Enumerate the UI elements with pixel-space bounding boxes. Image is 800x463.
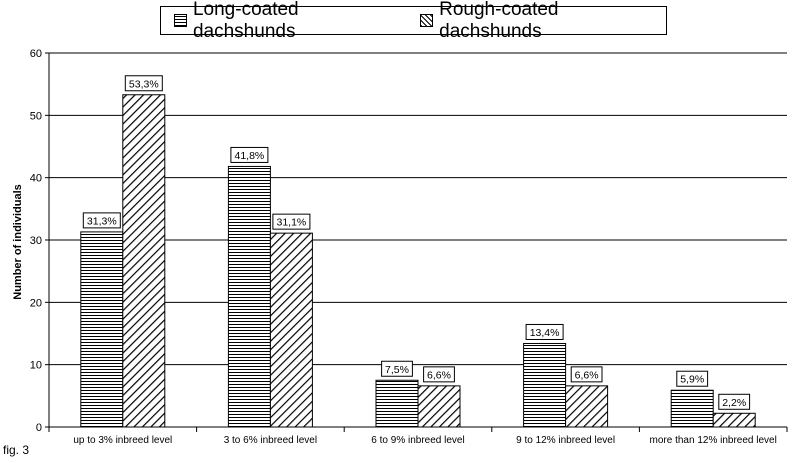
data-label-long: 7,5% [385,364,409,376]
data-label-rough: 31,1% [277,217,307,229]
gridlines [49,52,787,366]
legend-item-long: Long-coated dachshunds [174,0,406,43]
data-label-long: 5,9% [680,374,704,386]
data-label-box [718,393,751,410]
x-tick-label: up to 3% inbreed level [73,435,172,446]
legend-swatch-rough [420,14,434,27]
bar-rough [565,385,609,428]
data-label-box [570,366,603,383]
y-tick-label: 60 [30,48,42,60]
data-label-rough: 53,3% [129,78,159,90]
data-label-box [82,212,121,229]
bar-rough [712,412,756,428]
y-tick-label: 0 [36,422,42,434]
x-tick-label: more than 12% inbreed level [650,435,777,446]
y-tick-label: 40 [30,173,42,185]
x-tick-label: 6 to 9% inbreed level [371,435,464,446]
legend: Long-coated dachshunds Rough-coated dach… [160,0,667,42]
legend-label-rough: Rough-coated dachshunds [439,0,559,42]
legend-swatch-long [174,14,187,27]
bars [80,94,756,428]
data-label-rough: 6,6% [427,369,451,381]
data-label-box [381,360,413,377]
data-label-box [272,213,311,230]
bar-rough [269,232,313,428]
data-label-box [423,366,455,383]
data-label-box [230,146,269,163]
x-tick-label: 9 to 12% inbreed level [516,435,615,446]
legend-label-long: Long-coated dachshunds [192,0,299,42]
figure-label: fig. 3 [3,443,30,457]
y-tick-label: 10 [30,360,42,372]
y-tick-label: 20 [30,297,42,309]
bar-rough [122,94,166,428]
data-label-long: 13,4% [530,327,560,339]
data-label-rough: 6,6% [575,369,599,381]
y-tick-label: 30 [30,235,42,247]
bar-rough [417,385,461,428]
data-label-long: 31,3% [87,215,117,227]
bar-long [375,379,419,428]
bar-long [80,231,124,428]
data-label-box [124,75,163,92]
x-tick-label: 3 to 6% inbreed level [224,435,317,446]
tick-labels: 0 10 20 30 40 50 60 up to 3% inbreed level 3 to … [30,48,777,446]
data-label-box [525,323,564,340]
data-label-long: 41,8% [235,150,265,162]
bar-long [670,389,714,428]
data-label-rough: 2,2% [722,397,746,409]
bar-long [227,165,271,428]
bar-long [523,342,567,428]
data-label-box [676,370,709,387]
y-tick-label: 50 [30,110,42,122]
data-labels: 31,3% 53,3% 41,8% 31,1% 7,5% 6,6% 13,4% 6,6% 5,9… [82,75,751,410]
y-axis-label: Number of individuals [12,184,24,300]
legend-item-rough: Rough-coated dachshunds [420,0,666,43]
